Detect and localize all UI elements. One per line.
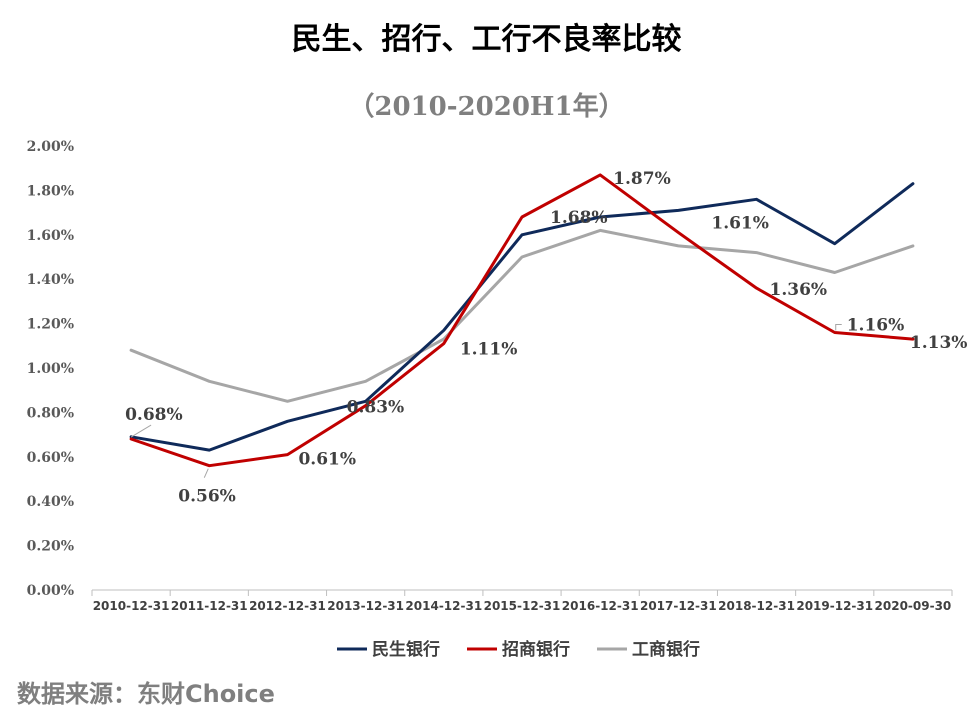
x-tick-label: 2019-12-31 bbox=[796, 599, 873, 613]
series-lines bbox=[129, 173, 915, 468]
series-line-1 bbox=[129, 173, 915, 468]
leader-line bbox=[130, 424, 152, 438]
series-line-2 bbox=[129, 228, 915, 403]
axes bbox=[91, 589, 953, 596]
x-tick-label: 2015-12-31 bbox=[484, 599, 561, 613]
data-label: 0.61% bbox=[298, 450, 356, 470]
y-tick-label: 0.20% bbox=[27, 539, 74, 555]
label-connectors bbox=[130, 323, 842, 478]
x-tick-label: 2014-12-31 bbox=[405, 599, 482, 613]
chart-subtitle: （2010-2020H1年） bbox=[348, 92, 625, 122]
y-tick-labels: 0.00% 0.20% 0.40% 0.60% 0.80% 1.00% 1.20% 1.40%… bbox=[27, 139, 74, 599]
x-tick-label: 2012-12-31 bbox=[249, 599, 326, 613]
leader-line bbox=[835, 323, 842, 331]
chart-title: 民生、招行、工行不良率比较 bbox=[291, 22, 682, 57]
data-label: 1.11% bbox=[460, 340, 518, 360]
x-tick-labels: 2010-12-31 2011-12-31 2012-12-31 2013-12-31… bbox=[93, 599, 952, 613]
data-label: 0.56% bbox=[178, 487, 236, 507]
y-tick-label: 0.80% bbox=[27, 405, 74, 421]
x-tick-label: 2013-12-31 bbox=[327, 599, 404, 613]
leader-line bbox=[203, 468, 209, 478]
y-tick-label: 0.40% bbox=[27, 494, 74, 510]
y-tick-label: 1.20% bbox=[27, 317, 74, 333]
data-label: 0.83% bbox=[347, 398, 405, 418]
y-tick-label: 0.00% bbox=[27, 583, 74, 599]
x-tick-label: 2010-12-31 bbox=[93, 599, 170, 613]
data-label: 0.68% bbox=[125, 405, 183, 425]
data-label: 1.36% bbox=[770, 280, 828, 300]
data-label: 1.13% bbox=[910, 333, 968, 353]
y-tick-label: 2.00% bbox=[27, 139, 74, 155]
source-note: 数据来源：东财Choice bbox=[17, 680, 275, 708]
y-tick-label: 1.40% bbox=[27, 272, 74, 288]
data-labels: 0.68% 0.56% 0.61% 0.83% 1.11% 1.68%1.87% 1.61%… bbox=[125, 169, 967, 507]
x-tick-label: 2011-12-31 bbox=[171, 599, 248, 613]
x-tick-label: 2018-12-31 bbox=[718, 599, 795, 613]
y-tick-label: 1.80% bbox=[27, 183, 74, 199]
y-tick-label: 1.60% bbox=[27, 228, 74, 244]
y-tick-label: 1.00% bbox=[27, 361, 74, 377]
data-label: 1.87% bbox=[613, 169, 671, 189]
data-label: 1.68% bbox=[550, 208, 608, 228]
data-label: 1.16% bbox=[847, 315, 905, 335]
legend-label: 工商银行 bbox=[632, 639, 700, 660]
y-tick-label: 0.60% bbox=[27, 450, 74, 466]
legend-label: 民生银行 bbox=[372, 639, 440, 660]
x-tick-label: 2020-09-30 bbox=[875, 599, 952, 613]
series-line-0 bbox=[129, 182, 915, 452]
legend-label: 招商银行 bbox=[502, 639, 570, 660]
x-tick-label: 2017-12-31 bbox=[640, 599, 717, 613]
legend: 民生银行 招商银行 工商银行 bbox=[337, 639, 700, 660]
x-tick-label: 2016-12-31 bbox=[562, 599, 639, 613]
data-label: 1.61% bbox=[711, 214, 769, 234]
